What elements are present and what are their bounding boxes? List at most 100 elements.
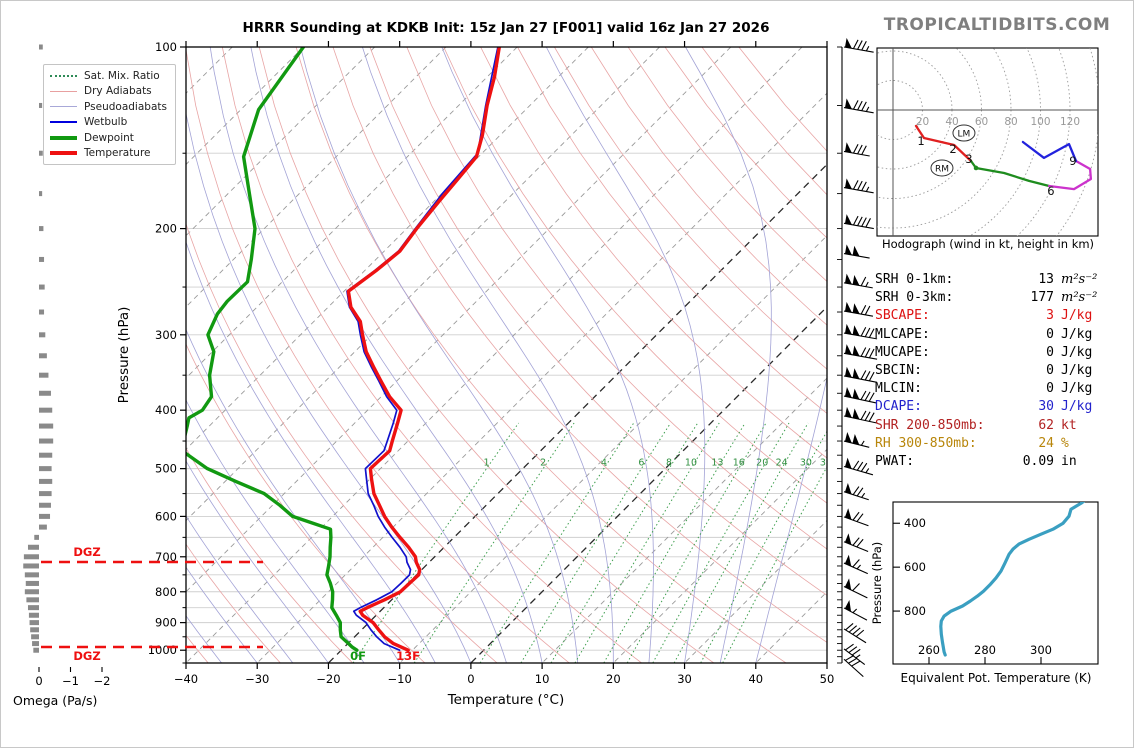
mixing-ratio-label: 13: [711, 458, 723, 469]
stat-value: 62: [1038, 417, 1054, 433]
wind-barb: [843, 406, 877, 424]
mixing-ratio-label: 16: [733, 458, 745, 469]
hodograph-inner: 20 40 60 80 100 120 1 23 6 9 LM RM: [877, 48, 1098, 236]
wind-barb: [843, 643, 866, 665]
barb-full: [864, 348, 871, 358]
barb-half: [865, 281, 869, 287]
barb-half: [865, 106, 870, 112]
mixing-ratio-line: [722, 465, 827, 663]
barb-full: [852, 537, 860, 546]
barb-full: [860, 276, 867, 287]
legend-item-label: Dewpoint: [84, 131, 134, 144]
barb-flag: [844, 142, 852, 153]
omega-bar: [39, 226, 44, 232]
wind-barb: [843, 554, 868, 575]
legend-item-temperature: Temperature: [50, 146, 169, 162]
stats-row-srh-0-1km: SRH 0-1km: 13 m²s⁻²: [875, 271, 1119, 289]
barb-staff: [843, 107, 874, 114]
stat-value: 0: [1046, 326, 1054, 342]
barb-full: [852, 180, 859, 190]
isotherm-line: [186, 47, 304, 166]
hodograph-height-label: 3: [965, 152, 972, 166]
theta-e-y-tick-label: 400: [904, 516, 926, 530]
stats-row-rh-300-850mb: RH 300-850mb: 24%: [875, 435, 1119, 453]
sounding-stats-panel: SRH 0-1km: 13 m²s⁻² SRH 0-3km: 177 m²s⁻² SBCAP…: [875, 271, 1119, 471]
omega-bar: [39, 390, 51, 396]
barb-flag: [844, 406, 852, 418]
surface-temperature-f-label: 13F: [396, 649, 420, 663]
wind-barb: [843, 178, 874, 194]
barb-flag: [844, 533, 852, 545]
legend-item-sat-mix-ratio: Sat. Mix. Ratio: [50, 68, 169, 84]
barb-staff: [843, 352, 878, 360]
stat-label: SRH 0-3km:: [875, 290, 954, 306]
omega-bar: [26, 597, 39, 603]
pseudoadiabat-line: [250, 47, 543, 663]
sat-mix-ratio-line-sample-icon: [50, 74, 77, 77]
barb-full: [860, 462, 868, 472]
pseudoadiabat-line: [300, 47, 579, 663]
stats-row-sbcin: SBCIN: 0 J/kg: [875, 362, 1119, 380]
barb-flag: [844, 244, 852, 255]
stat-label: SBCIN:: [875, 362, 922, 378]
theta-e-x-tick-label: 280: [974, 643, 996, 657]
omega-bar: [39, 452, 53, 458]
temperature-line-sample-icon: [50, 151, 77, 156]
barb-flag: [844, 386, 852, 398]
temp-tick-label: −10: [388, 672, 412, 686]
barb-staff: [843, 187, 874, 194]
barb-full: [861, 217, 867, 227]
barb-flag: [844, 508, 852, 520]
skewt-frame: [185, 46, 828, 664]
stat-value: 0: [1046, 362, 1054, 378]
isotherm-line: [186, 47, 589, 450]
barb-half: [861, 492, 866, 498]
wind-barb: [843, 98, 874, 114]
pseudoadiabat-line: [545, 47, 706, 663]
hodograph-segment-0-3km: [914, 124, 973, 163]
theta-e-panel: 400 600 800 260 280 300: [892, 501, 1099, 665]
hodograph-storm-motion-circle: [952, 124, 976, 142]
barb-full: [861, 181, 867, 191]
barb-full: [851, 660, 861, 667]
mixing-ratio-label: 2: [540, 458, 546, 469]
stat-unit: m²s⁻²: [1061, 272, 1098, 287]
isotherm-line: [186, 47, 375, 237]
legend-item-dry-adiabats: Dry Adiabats: [50, 84, 169, 100]
barb-full: [861, 101, 867, 111]
stat-value: 0: [1046, 381, 1054, 397]
omega-bar: [39, 423, 54, 429]
isotherm-line: [470, 305, 827, 663]
wind-barb: [843, 301, 874, 317]
stat-unit: %: [1061, 435, 1069, 451]
stat-unit: J/kg: [1061, 381, 1093, 397]
omega-bar: [28, 612, 39, 618]
dry-adiabat-line: [369, 47, 827, 596]
barb-full: [851, 648, 861, 656]
omega-bar: [39, 372, 49, 378]
dry-adiabat-line: [186, 47, 570, 663]
pseudoadiabat-line: [209, 47, 507, 663]
mixing-ratio-label: 8: [666, 458, 672, 469]
stat-unit: m²s⁻²: [1061, 290, 1098, 306]
barb-full: [857, 180, 863, 191]
barb-flag: [844, 323, 852, 335]
stats-row-dcape: DCAPE: 30 J/kg: [875, 398, 1119, 416]
barb-half: [865, 46, 870, 52]
omega-bar: [33, 647, 39, 653]
legend-item-dewpoint: Dewpoint: [50, 130, 169, 146]
barb-full: [855, 629, 865, 637]
hodograph-storm-motion-circle: [930, 159, 954, 177]
omega-bar: [39, 407, 53, 413]
pseudoadiabat-line: [186, 515, 294, 663]
omega-bar: [24, 572, 39, 578]
barb-full: [860, 304, 867, 315]
barb-staff: [843, 222, 874, 230]
hodograph-ring-label: 80: [1004, 116, 1017, 128]
theta-e-x-tick-label: 260: [918, 643, 940, 657]
wind-barb: [843, 214, 874, 230]
mixing-ratio-label: 30: [800, 458, 812, 469]
mixing-ratio-line: [626, 422, 767, 663]
